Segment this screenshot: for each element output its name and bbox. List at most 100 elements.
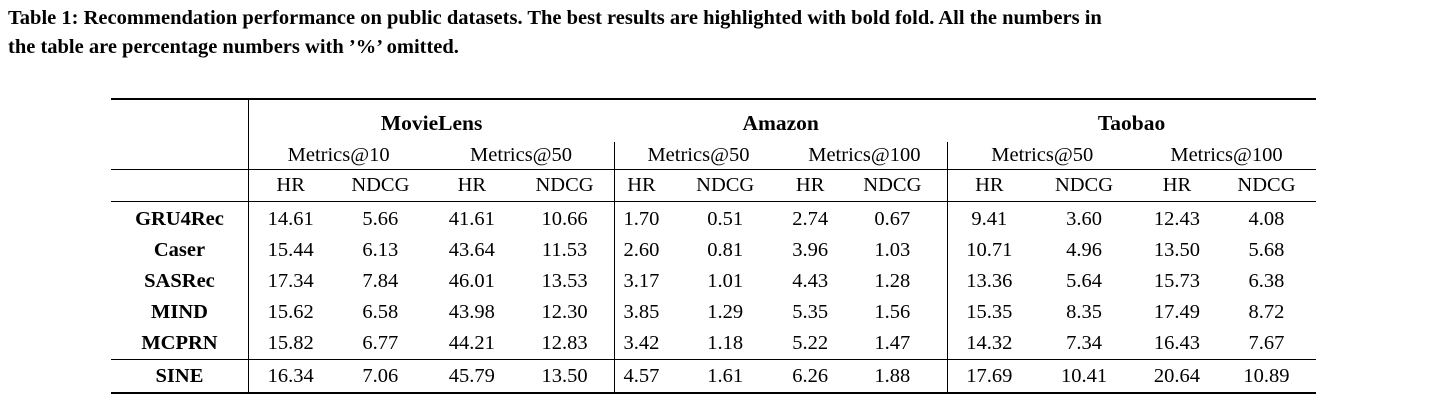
corner-cell	[111, 169, 249, 202]
column-header-ndcg: NDCG	[668, 169, 783, 202]
table-cell: 41.61	[448, 208, 495, 230]
table-cell: 14.61	[267, 208, 314, 230]
table-cell: 1.56	[874, 301, 911, 323]
table-cell: 3.85	[613, 297, 669, 328]
column-header-hr: HR	[782, 169, 839, 202]
table-cell: 17.34	[267, 270, 314, 292]
dataset-taobao: Taobao	[947, 98, 1316, 142]
table-cell: 1.01	[707, 270, 744, 292]
table-cell: 0.67	[874, 208, 911, 230]
table-row: GRU4Rec 14.61 5.66 41.61 10.66 1.70 0.51 2.74 0.…	[111, 201, 1316, 235]
table-cell: 16.43	[1153, 332, 1200, 354]
column-header-hr: HR	[1136, 169, 1217, 202]
table-cell: 1.28	[874, 270, 911, 292]
table-cell: 46.01	[448, 270, 495, 292]
column-header-hr: HR	[248, 169, 333, 202]
table-cell: 9.41	[946, 201, 1032, 235]
column-header-ndcg: NDCG	[515, 169, 615, 202]
table-cell: 15.35	[946, 297, 1032, 328]
column-header-ndcg: NDCG	[838, 169, 948, 202]
model-name: Caser	[111, 235, 249, 266]
table-cell: 4.43	[792, 270, 829, 292]
results-table: MovieLens Amazon Taobao Metrics@10 Metri…	[111, 98, 1316, 394]
column-header-hr: HR	[428, 169, 516, 202]
metric-group-row: Metrics@10 Metrics@50 Metrics@50 Metrics…	[111, 142, 1316, 170]
table-cell: 43.64	[448, 239, 495, 261]
table-cell: 1.18	[707, 332, 744, 354]
table-cell: 7.06	[332, 359, 429, 394]
table-cell: 3.42	[613, 328, 669, 360]
table-cell: 5.64	[1066, 270, 1102, 292]
table-cell: 8.35	[1066, 301, 1102, 323]
dataset-movielens: MovieLens	[248, 98, 615, 142]
table-cell: 5.66	[362, 208, 399, 230]
table-cell: 16.34	[248, 359, 333, 394]
model-name: SINE	[111, 359, 249, 394]
table-cell: 10.89	[1216, 359, 1316, 394]
model-name: MIND	[111, 297, 249, 328]
table-cell: 1.03	[874, 239, 911, 261]
table-cell: 43.98	[448, 301, 495, 323]
column-header-hr: HR	[613, 169, 669, 202]
table-cell: 13.50	[1153, 239, 1200, 261]
table-cell: 1.29	[707, 301, 744, 323]
table-cell: 15.44	[267, 239, 314, 261]
corner-cell	[111, 142, 249, 170]
corner-cell	[111, 98, 249, 142]
metric-group: Metrics@10	[287, 144, 390, 166]
table-cell: 3.60	[1066, 208, 1102, 230]
table-cell: 6.26	[782, 359, 839, 394]
table-cell: 1.88	[838, 359, 948, 394]
table-cell: 12.43	[1153, 208, 1200, 230]
table-row: MCPRN 15.82 6.77 44.21 12.83 3.42 1.18 5.22 1.47…	[111, 328, 1316, 360]
table-cell: 7.67	[1248, 332, 1285, 354]
table-cell: 17.49	[1153, 301, 1200, 323]
model-name: GRU4Rec	[111, 201, 249, 235]
table-cell: 11.53	[541, 239, 588, 261]
model-name: SASRec	[111, 266, 249, 297]
table-cell: 15.73	[1153, 270, 1200, 292]
table-cell: 4.96	[1066, 239, 1102, 261]
table-cell: 10.41	[1031, 359, 1137, 394]
dataset-header-row: MovieLens Amazon Taobao	[111, 98, 1316, 142]
table-cell: 0.81	[707, 239, 744, 261]
table-row: SASRec 17.34 7.84 46.01 13.53 3.17 1.01 4.43 1.2…	[111, 266, 1316, 297]
table-cell: 6.13	[362, 239, 399, 261]
model-name: MCPRN	[111, 328, 249, 360]
table-cell: 1.70	[613, 201, 669, 235]
table-cell: 8.72	[1248, 301, 1285, 323]
table-cell: 13.50	[515, 359, 615, 394]
column-header-ndcg: NDCG	[1216, 169, 1316, 202]
table-cell: 2.74	[792, 208, 829, 230]
table-cell: 4.57	[613, 359, 669, 394]
table-cell: 13.53	[541, 270, 588, 292]
table-cell: 1.61	[668, 359, 783, 394]
column-header-hr: HR	[946, 169, 1032, 202]
table-row: Caser 15.44 6.13 43.64 11.53 2.60 0.81 3.96 1.03…	[111, 235, 1316, 266]
table-cell: 12.30	[541, 301, 588, 323]
table-cell: 20.64	[1136, 359, 1217, 394]
caption-line-1: Table 1: Recommendation performance on p…	[8, 7, 1102, 29]
table-cell: 14.32	[946, 328, 1032, 360]
table-cell: 10.71	[946, 235, 1032, 266]
table-cell: 44.21	[448, 332, 495, 354]
table-cell: 0.51	[707, 208, 744, 230]
table-cell: 7.84	[362, 270, 399, 292]
table-cell: 15.82	[267, 332, 314, 354]
table-caption: Table 1: Recommendation performance on p…	[8, 4, 1436, 62]
table-cell: 2.60	[613, 235, 669, 266]
table-row: MIND 15.62 6.58 43.98 12.30 3.85 1.29 5.35 1.56 1…	[111, 297, 1316, 328]
table-cell: 4.08	[1248, 208, 1285, 230]
table-cell: 5.68	[1248, 239, 1285, 261]
table-cell: 1.47	[874, 332, 911, 354]
column-header-row: HR NDCG HR NDCG HR NDCG HR NDCG HR NDCG HR NDCG	[111, 169, 1316, 202]
table-cell: 5.35	[792, 301, 829, 323]
table-cell: 15.62	[267, 301, 314, 323]
metric-group: Metrics@100	[1170, 144, 1283, 166]
table-cell: 17.69	[946, 359, 1032, 394]
column-header-ndcg: NDCG	[1031, 169, 1137, 202]
metric-group: Metrics@100	[808, 144, 921, 166]
table-cell: 3.96	[792, 239, 829, 261]
metric-group: Metrics@50	[470, 144, 573, 166]
table-cell: 5.22	[792, 332, 829, 354]
